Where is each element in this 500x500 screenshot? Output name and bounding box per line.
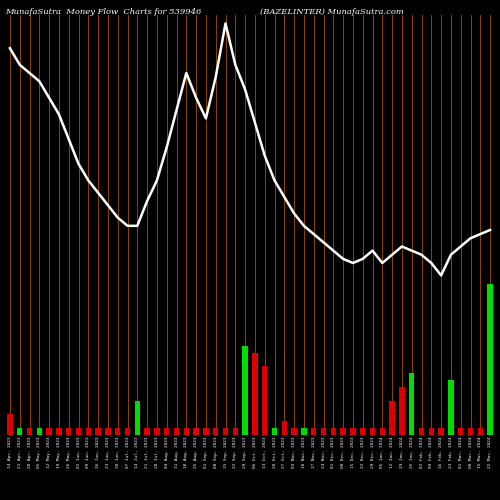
Bar (76, 428, 81, 435)
Bar (17, 428, 22, 435)
Bar (86, 428, 91, 435)
Bar (301, 428, 306, 435)
Text: MunafaSutra  Money Flow  Charts for 539946: MunafaSutra Money Flow Charts for 539946 (5, 8, 202, 16)
Bar (242, 346, 248, 435)
Bar (134, 400, 140, 435)
Bar (428, 428, 434, 435)
Bar (360, 428, 366, 435)
Bar (350, 428, 356, 435)
Bar (399, 387, 404, 435)
Bar (419, 428, 424, 435)
Bar (223, 428, 228, 435)
Bar (105, 428, 110, 435)
Bar (438, 428, 444, 435)
Bar (213, 428, 218, 435)
Bar (448, 380, 454, 435)
Bar (370, 428, 375, 435)
Bar (340, 428, 346, 435)
Bar (282, 422, 287, 435)
Bar (311, 428, 316, 435)
Bar (46, 428, 52, 435)
Bar (330, 428, 336, 435)
Bar (262, 366, 268, 435)
Bar (96, 428, 101, 435)
Bar (252, 352, 258, 435)
Text: (BAZELINTER) MunafaSutra.com: (BAZELINTER) MunafaSutra.com (260, 8, 404, 16)
Bar (36, 428, 42, 435)
Bar (292, 428, 297, 435)
Bar (390, 400, 395, 435)
Bar (478, 428, 483, 435)
Bar (154, 428, 160, 435)
Bar (468, 428, 473, 435)
Bar (194, 428, 199, 435)
Bar (232, 428, 238, 435)
Bar (164, 428, 170, 435)
Bar (458, 428, 464, 435)
Bar (66, 428, 71, 435)
Bar (488, 284, 493, 435)
Bar (272, 428, 277, 435)
Bar (409, 373, 414, 435)
Bar (115, 428, 120, 435)
Bar (144, 428, 150, 435)
Bar (7, 414, 12, 435)
Bar (125, 428, 130, 435)
Bar (174, 428, 179, 435)
Bar (27, 428, 32, 435)
Bar (380, 428, 385, 435)
Bar (56, 428, 62, 435)
Bar (203, 428, 208, 435)
Bar (321, 428, 326, 435)
Bar (184, 428, 189, 435)
